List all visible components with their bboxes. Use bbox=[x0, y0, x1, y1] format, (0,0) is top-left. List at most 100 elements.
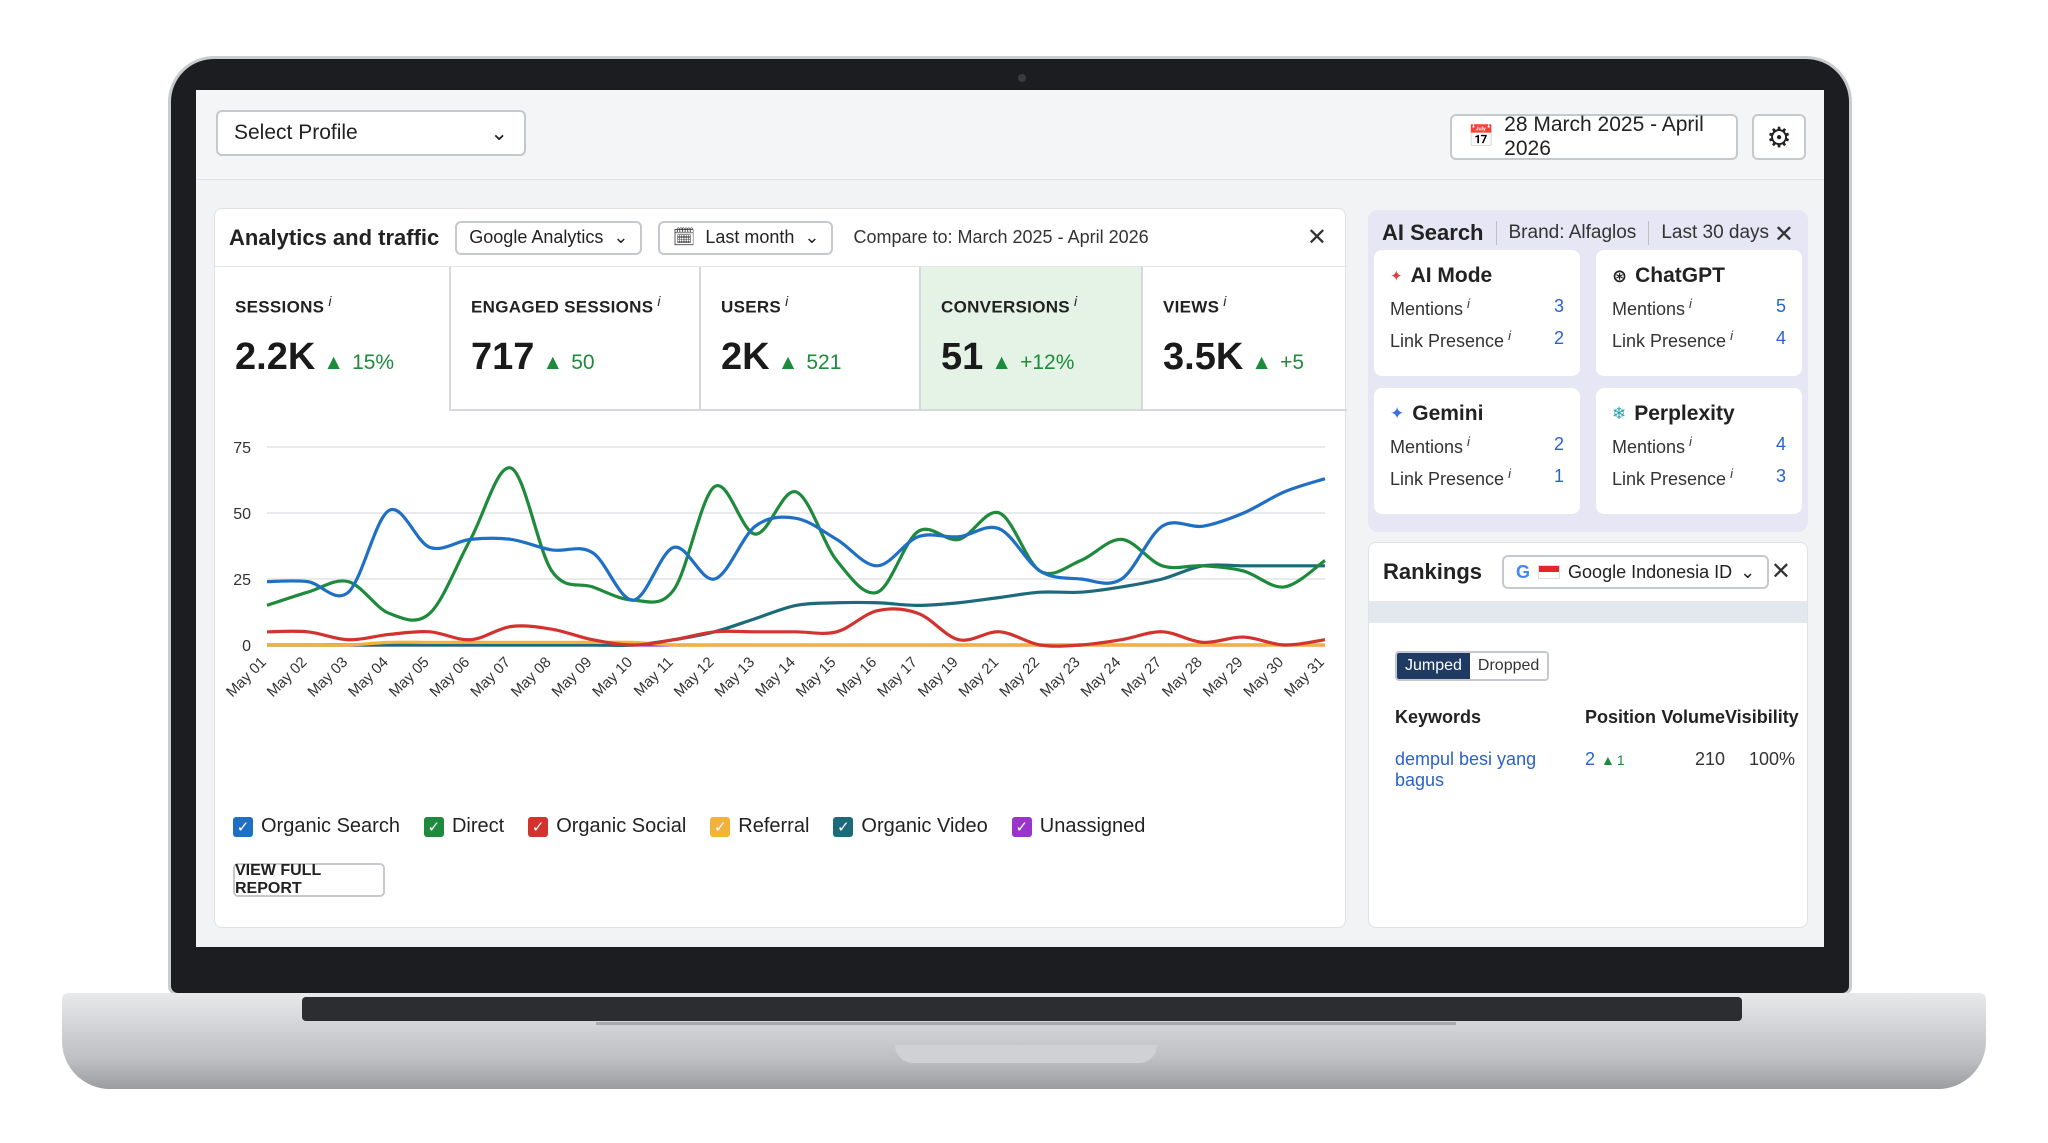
analytics-header: Analytics and traffic Google Analytics ⌄… bbox=[215, 209, 1347, 267]
legend-label: Direct bbox=[451, 815, 505, 837]
x-tick-label: May 01 bbox=[223, 654, 270, 701]
period-select-label: Last month bbox=[705, 227, 795, 247]
period-select[interactable]: 🗓 Last month ⌄ bbox=[658, 220, 834, 255]
metric-label: ENGAGED SESSIONS bbox=[471, 297, 654, 317]
top-bar: Select Profile ⌄ 📅 28 March 2025 - April… bbox=[196, 90, 1824, 180]
x-tick-label: May 24 bbox=[1078, 654, 1125, 701]
y-tick-label: 50 bbox=[233, 506, 251, 523]
ai-card-chatgpt[interactable]: ⊛ ChatGPT Mentions i 5 Link Presence i 4 bbox=[1596, 250, 1802, 376]
metric-label: VIEWS bbox=[1163, 297, 1220, 317]
x-tick-label: May 04 bbox=[345, 654, 392, 701]
openai-knot-icon: ⊛ bbox=[1612, 265, 1628, 286]
metric-users[interactable]: USERS i 2K ▲ 521 bbox=[701, 267, 921, 411]
metric-change: +12% bbox=[1020, 350, 1075, 374]
info-icon: i bbox=[1689, 434, 1692, 449]
ai-card-perplexity[interactable]: ❄ Perplexity Mentions i 4 Link Presence i 3 bbox=[1596, 388, 1802, 514]
up-arrow-icon: ▲ bbox=[777, 350, 799, 374]
x-tick-label: May 17 bbox=[874, 654, 921, 701]
rankings-header: Rankings G Google Indonesia ID ⌄ bbox=[1369, 543, 1809, 601]
ai-card-title: ChatGPT bbox=[1635, 264, 1725, 287]
y-tick-label: 25 bbox=[233, 572, 251, 589]
metric-value: 51 bbox=[941, 335, 984, 378]
up-arrow-icon: ▲ bbox=[1251, 350, 1273, 374]
x-tick-label: May 06 bbox=[426, 654, 473, 701]
legend-item[interactable]: ✓ Direct bbox=[423, 815, 505, 838]
legend-item[interactable]: ✓ Organic Video bbox=[833, 815, 988, 838]
visibility-value: 100% bbox=[1748, 749, 1795, 769]
up-arrow-icon: ▲ bbox=[323, 350, 345, 374]
ai-card-gemini[interactable]: ✦ Gemini Mentions i 2 Link Presence i 1 bbox=[1374, 388, 1580, 514]
jumped-tab[interactable]: Jumped bbox=[1397, 653, 1470, 679]
column-header: Keywords bbox=[1395, 707, 1482, 727]
mentions-label: Mentions bbox=[1612, 437, 1686, 457]
x-tick-label: May 02 bbox=[264, 654, 311, 701]
view-full-report-button[interactable]: VIEW FULL REPORT bbox=[233, 862, 385, 897]
camera bbox=[1018, 74, 1026, 82]
metric-value: 2.2K bbox=[235, 335, 316, 378]
legend-item[interactable]: ✓ Unassigned bbox=[1011, 815, 1146, 838]
x-tick-label: May 30 bbox=[1240, 654, 1287, 701]
mentions-label: Mentions bbox=[1390, 299, 1464, 319]
up-arrow-icon: ▲ bbox=[991, 350, 1013, 374]
close-icon[interactable]: ✕ bbox=[1773, 221, 1794, 248]
legend-item[interactable]: ✓ Referral bbox=[710, 815, 809, 838]
mentions-label: Mentions bbox=[1390, 437, 1464, 457]
settings-button[interactable]: ⚙ bbox=[1752, 114, 1806, 160]
profile-select-label: Select Profile bbox=[234, 121, 358, 144]
legend-item[interactable]: ✓ Organic Social bbox=[528, 815, 686, 838]
calendar-icon: 🗓 bbox=[672, 227, 696, 247]
link-presence-label: Link Presence bbox=[1390, 469, 1505, 489]
position-change: 1 bbox=[1616, 752, 1625, 768]
info-icon: i bbox=[1730, 328, 1733, 343]
checkbox-icon[interactable]: ✓ bbox=[233, 816, 253, 837]
series-line-referral bbox=[267, 640, 1325, 647]
checkbox-icon[interactable]: ✓ bbox=[528, 816, 549, 837]
info-icon: i bbox=[1223, 293, 1227, 309]
metric-change: 521 bbox=[806, 350, 842, 374]
search-engine-select[interactable]: G Google Indonesia ID ⌄ bbox=[1502, 555, 1770, 589]
x-tick-label: May 14 bbox=[752, 654, 799, 701]
metric-engaged-sessions[interactable]: ENGAGED SESSIONS i 717 ▲ 50 bbox=[451, 267, 701, 411]
profile-select[interactable]: Select Profile ⌄ bbox=[216, 110, 526, 156]
y-tick-label: 75 bbox=[233, 440, 251, 457]
x-tick-label: May 23 bbox=[1037, 654, 1084, 701]
info-icon: i bbox=[1508, 466, 1511, 481]
checkbox-icon[interactable]: ✓ bbox=[710, 816, 731, 837]
ai-card-title: Perplexity bbox=[1634, 402, 1735, 425]
series-line-organic-search bbox=[266, 477, 1326, 602]
x-tick-label: May 22 bbox=[996, 654, 1043, 701]
metric-conversions[interactable]: CONVERSIONS i 51 ▲ +12% bbox=[921, 267, 1143, 411]
series-line-organic-social bbox=[266, 607, 1326, 648]
x-tick-label: May 31 bbox=[1281, 654, 1328, 701]
checkbox-icon[interactable]: ✓ bbox=[423, 816, 444, 837]
checkbox-icon[interactable]: ✓ bbox=[833, 816, 854, 837]
table-row: dempul besi yang bagus 2 ▲ 1 210 100% bbox=[1395, 749, 1795, 791]
legend-label: Organic Video bbox=[861, 815, 988, 837]
close-icon[interactable]: ✕ bbox=[1770, 558, 1791, 585]
info-icon: i bbox=[657, 293, 661, 309]
dropped-tab[interactable]: Dropped bbox=[1469, 653, 1548, 679]
analytics-title: Analytics and traffic bbox=[229, 224, 440, 250]
legend-label: Unassigned bbox=[1039, 815, 1146, 837]
perplexity-icon: ❄ bbox=[1612, 404, 1627, 423]
x-tick-label: May 19 bbox=[915, 654, 962, 701]
metric-change: 15% bbox=[352, 350, 395, 374]
close-icon[interactable]: ✕ bbox=[1306, 224, 1327, 251]
info-icon: i bbox=[1467, 296, 1470, 311]
up-arrow-icon: ▲ bbox=[1601, 752, 1615, 768]
chevron-down-icon: ⌄ bbox=[1740, 561, 1756, 582]
rankings-panel: Rankings G Google Indonesia ID ⌄ ✕ Jumpe… bbox=[1368, 542, 1808, 928]
info-icon: i bbox=[1073, 293, 1078, 309]
chevron-down-icon: ⌄ bbox=[490, 121, 508, 145]
keyword-link[interactable]: dempul besi yang bagus bbox=[1395, 749, 1537, 790]
ai-card-ai-mode[interactable]: ✦ AI Mode Mentions i 3 Link Presence i 2 bbox=[1374, 250, 1580, 376]
date-range-picker[interactable]: 📅 28 March 2025 - April 2026 bbox=[1450, 113, 1738, 160]
legend-item[interactable]: ✓ Organic Search bbox=[233, 815, 400, 838]
metric-views[interactable]: VIEWS i 3.5K ▲ +5 bbox=[1143, 267, 1347, 411]
divider bbox=[1495, 221, 1497, 245]
source-select[interactable]: Google Analytics ⌄ bbox=[455, 220, 643, 255]
metric-sessions[interactable]: SESSIONS i 2.2K ▲ 15% bbox=[215, 267, 451, 411]
checkbox-icon[interactable]: ✓ bbox=[1011, 816, 1032, 837]
sparkle-search-icon: ✦ bbox=[1390, 268, 1403, 285]
ai-card-title: Gemini bbox=[1412, 402, 1484, 425]
